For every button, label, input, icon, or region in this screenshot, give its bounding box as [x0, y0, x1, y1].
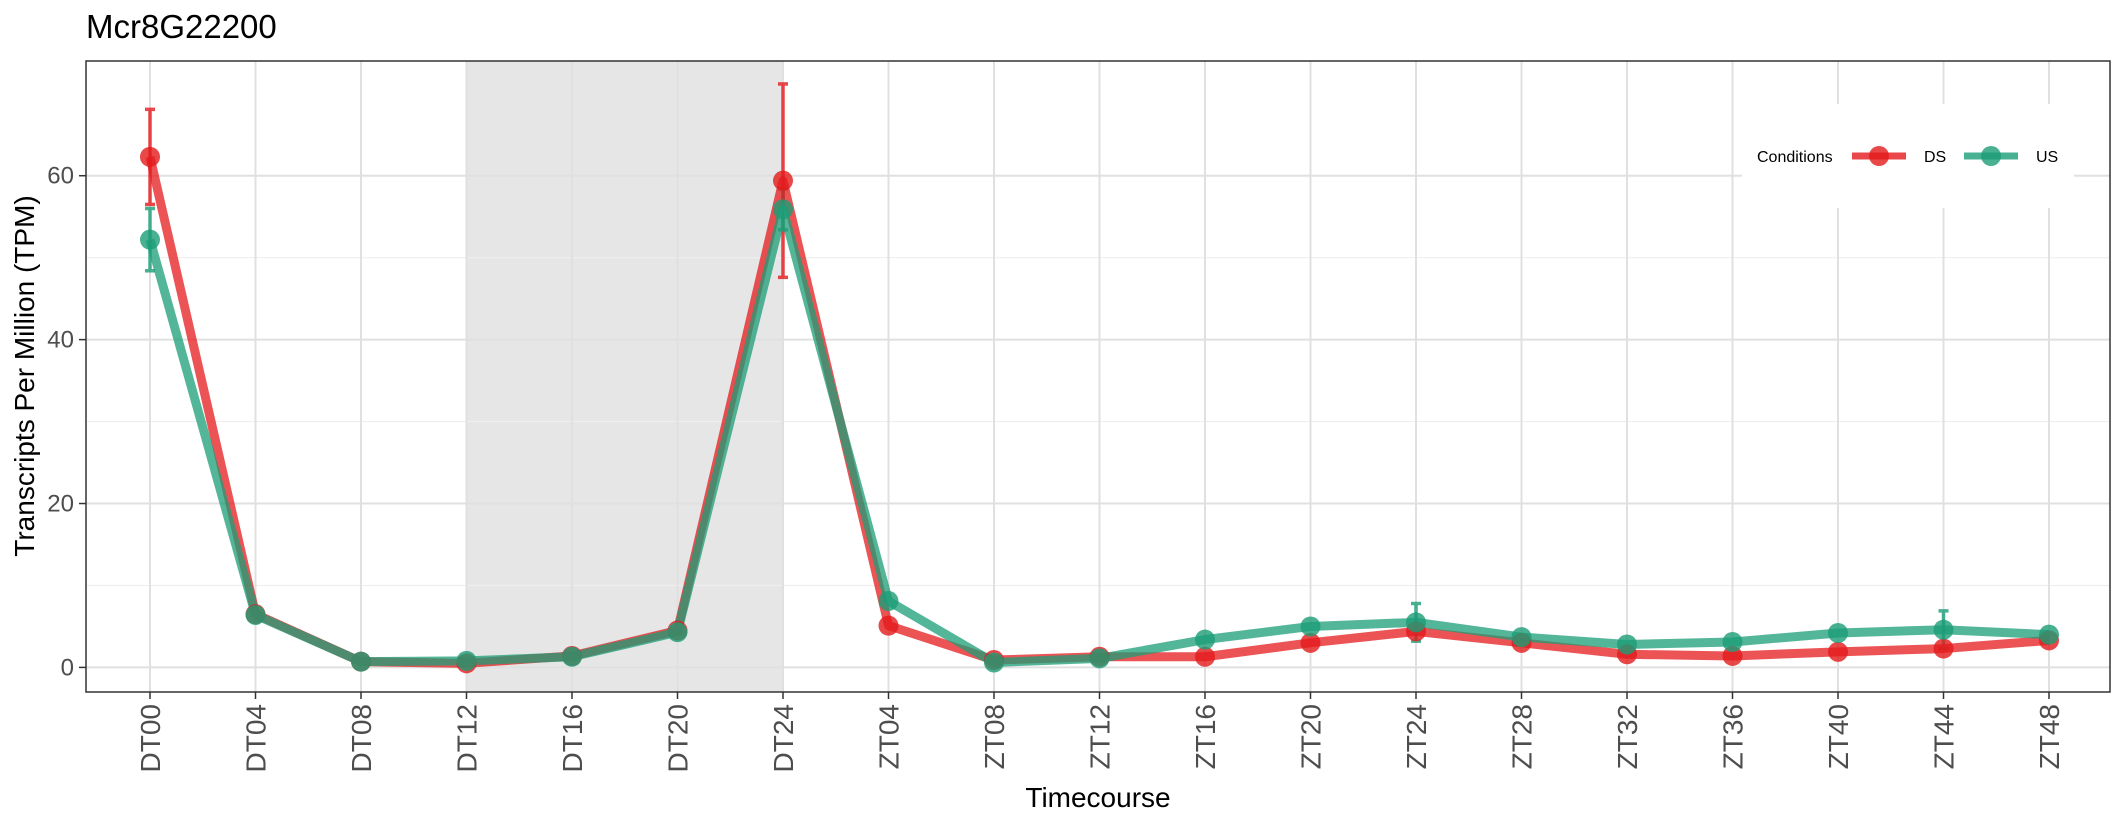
- x-tick-label-dt08: DT08: [346, 704, 377, 772]
- x-tick-label-dt00: DT00: [135, 704, 166, 772]
- data-point-ds-zt04: [878, 615, 899, 636]
- x-tick-label-zt12: ZT12: [1085, 704, 1116, 769]
- data-point-us-zt04: [878, 591, 899, 612]
- x-tick-label-zt40: ZT40: [1823, 704, 1854, 769]
- data-point-us-zt16: [1195, 629, 1215, 650]
- data-point-us-dt00: [140, 229, 160, 250]
- data-point-us-zt20: [1300, 616, 1321, 637]
- data-point-ds-zt36: [1722, 645, 1743, 666]
- data-point-us-dt12: [456, 650, 477, 671]
- y-tick-label: 0: [61, 654, 74, 681]
- x-tick-label-dt04: DT04: [241, 704, 272, 772]
- data-point-us-dt08: [351, 651, 371, 672]
- series-lines: [140, 146, 2059, 674]
- plot-border: [85, 60, 2111, 693]
- x-tick-label-dt16: DT16: [557, 704, 588, 772]
- data-point-us-zt28: [1511, 627, 1532, 648]
- data-point-ds-zt44: [1933, 638, 1954, 659]
- legend-item-ds: DS: [1852, 146, 1946, 166]
- y-tick-label: 60: [47, 163, 74, 190]
- legend-box: [1742, 104, 2074, 208]
- data-point-us-zt32: [1617, 634, 1637, 655]
- data-point-us-zt24: [1406, 612, 1426, 633]
- data-point-us-dt04: [245, 604, 266, 625]
- x-tick-label-zt08: ZT08: [979, 704, 1010, 769]
- data-point-us-zt08: [984, 652, 1004, 673]
- x-tick-label-zt28: ZT28: [1507, 704, 1538, 769]
- x-tick-label-zt32: ZT32: [1612, 704, 1643, 769]
- y-tick-label: 40: [47, 327, 74, 354]
- y-axis: 0 20 40 60: [47, 163, 86, 681]
- data-point-us-zt48: [2039, 624, 2059, 645]
- data-point-us-dt16: [562, 646, 582, 667]
- data-point-us-zt36: [1722, 632, 1743, 653]
- x-tick-label-dt12: DT12: [452, 704, 483, 772]
- legend-key-us-point: [1981, 146, 2001, 166]
- data-point-us-dt24: [773, 199, 793, 220]
- x-tick-label-zt48: ZT48: [2034, 704, 2065, 769]
- x-tick-label-zt44: ZT44: [1929, 704, 1960, 769]
- x-axis: DT00 DT04 DT08 DT12 DT16 DT20 DT24 ZT04 ZT08 ZT12…: [135, 692, 2065, 772]
- y-tick-label: 20: [47, 491, 74, 518]
- x-axis-title: Timecourse: [1025, 782, 1170, 813]
- data-point-ds-dt24: [773, 170, 793, 191]
- legend-key-ds-point: [1869, 146, 1889, 166]
- x-tick-label-zt16: ZT16: [1190, 704, 1221, 769]
- data-point-us-dt20: [667, 622, 688, 643]
- data-point-ds-zt16: [1195, 646, 1215, 667]
- legend-label-ds: DS: [1924, 149, 1946, 166]
- x-tick-label-zt04: ZT04: [874, 704, 905, 769]
- data-point-ds-dt00: [140, 146, 160, 167]
- shaded-region-rect: [466, 61, 783, 692]
- legend-title: Conditions: [1757, 149, 1833, 166]
- x-tick-label-zt24: ZT24: [1401, 704, 1432, 769]
- legend: Conditions DS US: [1742, 104, 2074, 208]
- legend-label-us: US: [2036, 149, 2058, 166]
- x-tick-label-zt20: ZT20: [1296, 704, 1327, 769]
- legend-item-us: US: [1964, 146, 2058, 166]
- data-point-us-zt44: [1933, 619, 1954, 640]
- data-point-ds-zt20: [1300, 632, 1321, 653]
- data-point-us-zt12: [1089, 648, 1110, 669]
- x-tick-label-zt36: ZT36: [1718, 704, 1749, 769]
- data-point-ds-zt40: [1828, 641, 1848, 662]
- shaded-region: [466, 61, 783, 692]
- data-point-us-zt40: [1828, 622, 1848, 643]
- x-tick-label-dt24: DT24: [768, 704, 799, 772]
- chart-title: Mcr8G22200: [86, 8, 277, 45]
- x-tick-label-dt20: DT20: [663, 704, 694, 772]
- y-axis-title: Transcripts Per Million (TPM): [9, 195, 40, 556]
